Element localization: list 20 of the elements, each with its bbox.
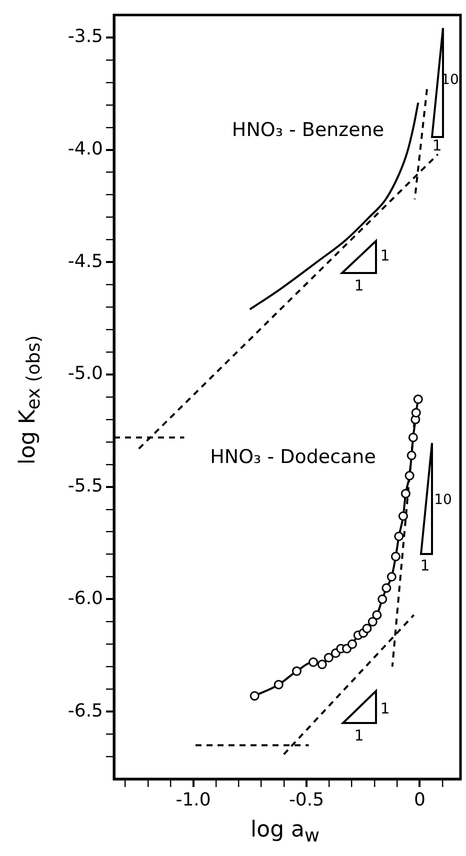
- annotation: 10: [434, 492, 452, 508]
- y-tick-label: -4.5: [68, 250, 103, 272]
- annotation: 1: [354, 276, 364, 294]
- y-tick-label: -4.0: [68, 138, 103, 160]
- annotation: 1: [420, 556, 430, 574]
- series-label: HNO₃ - Dodecane: [210, 446, 376, 468]
- annotation: 1: [432, 136, 442, 154]
- y-tick-label: -6.5: [68, 700, 103, 722]
- y-tick-label: -5.5: [68, 476, 103, 497]
- y-tick-label: -3.5: [68, 26, 103, 48]
- annotation: 1: [354, 726, 364, 744]
- x-tick-label: -0.5: [288, 789, 324, 810]
- annotation: 1: [380, 246, 390, 264]
- y-tick-label: -6.0: [68, 588, 103, 609]
- annotation: 1: [380, 700, 390, 718]
- x-tick-label: -1.0: [176, 789, 211, 810]
- x-tick-label: 0: [414, 789, 426, 810]
- y-tick-label: -5.0: [68, 363, 103, 384]
- series-label: HNO₃ - Benzene: [232, 119, 384, 141]
- x-axis-title: log a$_{w}$: [250, 817, 320, 847]
